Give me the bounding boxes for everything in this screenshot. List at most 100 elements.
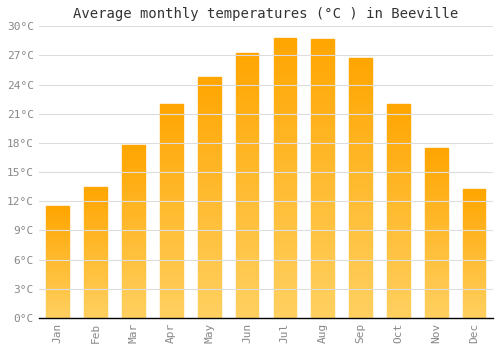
Bar [387, 211, 410, 215]
Bar [463, 305, 485, 308]
Bar [349, 116, 372, 121]
Bar [46, 278, 69, 280]
Bar [236, 84, 258, 90]
Bar [84, 297, 107, 300]
Bar [46, 287, 69, 289]
Bar [122, 238, 145, 242]
Bar [160, 181, 182, 186]
Bar [84, 271, 107, 273]
Bar [122, 159, 145, 162]
Bar [463, 282, 485, 284]
Bar [236, 180, 258, 185]
Bar [312, 150, 334, 156]
Bar [312, 190, 334, 195]
Bar [312, 262, 334, 268]
Bar [122, 273, 145, 276]
Bar [425, 260, 448, 264]
Bar [463, 196, 485, 199]
Bar [425, 230, 448, 233]
Bar [236, 238, 258, 244]
Bar [387, 104, 410, 108]
Bar [84, 292, 107, 294]
Bar [122, 256, 145, 259]
Bar [312, 268, 334, 273]
Bar [463, 235, 485, 238]
Bar [236, 69, 258, 74]
Bar [463, 191, 485, 194]
Bar [274, 245, 296, 251]
Bar [122, 173, 145, 176]
Bar [463, 261, 485, 264]
Bar [198, 130, 220, 135]
Bar [160, 258, 182, 262]
Bar [160, 250, 182, 254]
Bar [84, 279, 107, 281]
Bar [160, 267, 182, 271]
Bar [387, 121, 410, 125]
Bar [425, 209, 448, 212]
Bar [312, 95, 334, 100]
Bar [236, 244, 258, 249]
Bar [46, 226, 69, 229]
Bar [122, 290, 145, 294]
Bar [84, 218, 107, 221]
Bar [312, 206, 334, 212]
Bar [198, 236, 220, 241]
Bar [274, 127, 296, 133]
Bar [463, 238, 485, 240]
Bar [274, 206, 296, 211]
Bar [122, 304, 145, 308]
Bar [160, 113, 182, 117]
Bar [349, 162, 372, 167]
Bar [46, 266, 69, 269]
Bar [84, 268, 107, 271]
Bar [160, 130, 182, 134]
Bar [312, 290, 334, 296]
Bar [312, 245, 334, 251]
Bar [387, 296, 410, 301]
Bar [122, 193, 145, 197]
Bar [349, 157, 372, 162]
Bar [274, 133, 296, 139]
Bar [425, 223, 448, 226]
Bar [46, 215, 69, 217]
Bar [312, 56, 334, 61]
Bar [274, 223, 296, 228]
Bar [274, 183, 296, 189]
Bar [198, 101, 220, 106]
Bar [46, 246, 69, 248]
Bar [425, 233, 448, 236]
Bar [122, 180, 145, 183]
Bar [198, 144, 220, 149]
Bar [236, 95, 258, 100]
Bar [463, 220, 485, 222]
Bar [463, 297, 485, 300]
Bar [387, 215, 410, 219]
Bar [312, 111, 334, 117]
Bar [236, 201, 258, 206]
Bar [236, 313, 258, 318]
Bar [160, 117, 182, 121]
Bar [160, 138, 182, 142]
Bar [84, 315, 107, 318]
Bar [160, 190, 182, 194]
Bar [46, 289, 69, 291]
Bar [387, 258, 410, 262]
Bar [425, 270, 448, 274]
Bar [122, 207, 145, 211]
Bar [463, 269, 485, 271]
Bar [274, 111, 296, 116]
Bar [46, 219, 69, 222]
Bar [425, 148, 448, 151]
Bar [274, 83, 296, 88]
Title: Average monthly temperatures (°C ) in Beeville: Average monthly temperatures (°C ) in Be… [74, 7, 458, 21]
Bar [387, 224, 410, 228]
Bar [236, 185, 258, 190]
Bar [236, 90, 258, 95]
Bar [274, 49, 296, 55]
Bar [425, 304, 448, 308]
Bar [46, 293, 69, 296]
Bar [236, 79, 258, 84]
Bar [46, 273, 69, 275]
Bar [198, 284, 220, 289]
